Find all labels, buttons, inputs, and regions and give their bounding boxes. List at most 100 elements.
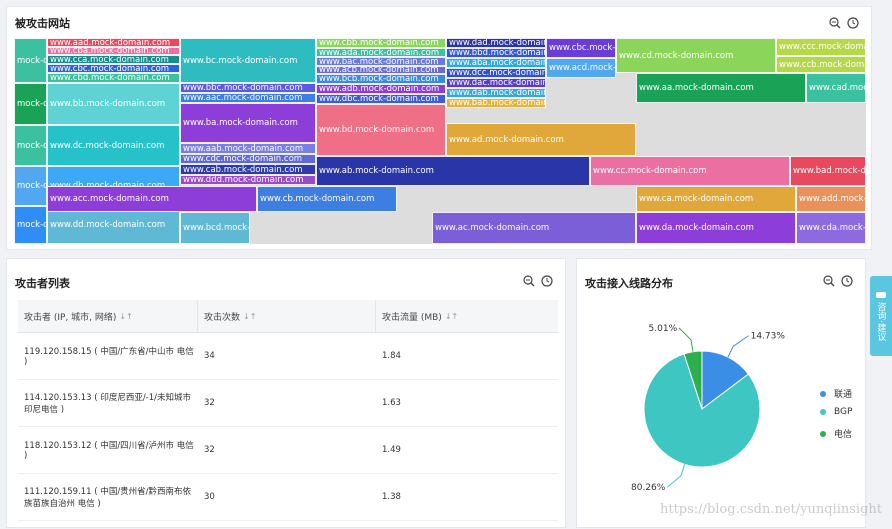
attacker-cell: 114.120.153.13 ( 印度尼西亚/-1/未知城市 印尼电信 ): [24, 393, 192, 415]
column-traffic[interactable]: 攻击流量 (MB) ↓↑: [376, 300, 556, 332]
treemap-cell[interactable]: www.ad.mock-domain.com: [446, 123, 636, 156]
column-label: 攻击次数: [204, 312, 241, 323]
treemap-cell-label: www.bbd.mock-domain.com: [449, 48, 545, 58]
treemap-cell[interactable]: www.ccc.mock-domain.com: [776, 38, 866, 56]
treemap-cell[interactable]: www.aba.mock-domain.com: [446, 58, 546, 68]
table-header: 攻击者 (IP, 城市, 网络) ↓↑ 攻击次数 ↓↑ 攻击流量 (MB) ↓↑: [18, 300, 558, 333]
sort-icon[interactable]: ↓↑: [119, 311, 133, 321]
treemap-cell[interactable]: www.dad.mock-domain.com: [446, 38, 546, 48]
treemap-cell[interactable]: www.bcd.mock-domain.com: [180, 212, 250, 244]
column-attacker[interactable]: 攻击者 (IP, 城市, 网络) ↓↑: [18, 300, 198, 332]
treemap-cell[interactable]: www.cca.mock-domain.com: [47, 55, 180, 64]
treemap-cell[interactable]: www.adb.mock-domain.com: [316, 84, 446, 94]
treemap-cell-label: www.dd.mock-domain.com: [50, 219, 166, 230]
treemap-cell[interactable]: www.acb.mock-domain.com: [316, 66, 446, 74]
treemap-cell-label: www.dad.mock-domain.com: [449, 38, 545, 48]
treemap-cell[interactable]: www.cc.mock-domain.com: [590, 156, 790, 186]
pie-data-label: 14.73%: [751, 332, 786, 342]
treemap-cell[interactable]: www.add.mock-domain.com: [796, 186, 866, 212]
treemap-cell[interactable]: www.ba.mock-domain.com: [180, 103, 316, 143]
pie-leader-line: [727, 335, 749, 358]
sort-icon[interactable]: ↓↑: [243, 311, 257, 321]
treemap-cell[interactable]: www.bd.mock-domain.com: [316, 104, 446, 156]
traffic-cell: 1.38: [382, 492, 401, 502]
sort-icon[interactable]: ↓↑: [444, 311, 459, 321]
zoom-icon[interactable]: [829, 17, 841, 29]
treemap-cell[interactable]: www.cba.mock-domain.com: [47, 47, 180, 55]
treemap-cell[interactable]: www.aac.mock-domain.com: [180, 93, 316, 103]
treemap-cell[interactable]: www.cb.mock-domain.com: [257, 186, 397, 212]
attacker-cell: 118.120.153.12 ( 中国/四川省/泸州市 电信 ): [24, 441, 194, 461]
feedback-label: 咨询·建议: [875, 301, 886, 341]
zoom-icon[interactable]: [523, 275, 535, 287]
treemap-cell[interactable]: www.cbb.mock-domain.com: [316, 38, 446, 48]
treemap-cell[interactable]: www.dab.mock-domain.com: [446, 88, 546, 98]
treemap-cell-label: www.dac.mock-domain.com: [449, 78, 545, 88]
treemap-cell[interactable]: www.dac.mock-domain.com: [446, 78, 546, 88]
treemap-cell[interactable]: www.cbc.mock-domain.com: [546, 38, 616, 58]
treemap-cell[interactable]: www.acd.mock-domain.com: [546, 58, 616, 78]
treemap-cell[interactable]: www.ddd.mock-domain.com: [180, 175, 316, 185]
treemap-cell-label: www.cba.mock-domain.com: [50, 47, 170, 55]
treemap-cell[interactable]: www.cbc.mock-domain.com: [47, 64, 180, 73]
treemap-cell[interactable]: www.da.mock-domain.com: [636, 212, 796, 244]
treemap-cell[interactable]: www.dd.mock-domain.com: [47, 206, 180, 244]
treemap-cell[interactable]: www.ccb.mock-domain.com: [776, 56, 866, 73]
treemap-cell[interactable]: www.cad.mock-domain.com: [806, 73, 866, 103]
clock-icon[interactable]: [847, 17, 859, 29]
treemap-cell-label: www.ca.mock-domain.com: [639, 193, 754, 204]
treemap-cell[interactable]: www.aa.mock-domain.com: [636, 73, 806, 103]
treemap-cell-label: www.aad.mock-domain.com: [50, 38, 171, 47]
legend-dot: [820, 409, 826, 415]
table-row: 111.120.159.11 ( 中国/贵州省/黔西南布依族苗族自治州 电信 )…: [18, 474, 558, 521]
treemap-cell-label: www.cdc.mock-domain.com: [183, 154, 303, 164]
treemap-cell[interactable]: www.cab.mock-domain.com: [180, 164, 316, 175]
treemap-cell[interactable]: www.bbc.mock-domain.com: [180, 83, 316, 93]
treemap-cell[interactable]: www.acc.mock-domain.com: [47, 186, 257, 212]
treemap-cell[interactable]: www.dbc.mock-domain.com: [316, 94, 446, 104]
treemap-cell[interactable]: mock-domain.com: [14, 125, 47, 166]
treemap-cell[interactable]: www.cbd.mock-domain.com: [47, 73, 180, 83]
treemap-cell[interactable]: www.bbd.mock-domain.com: [446, 48, 546, 58]
treemap-cell[interactable]: mock-domain.com: [14, 38, 47, 83]
treemap-cell[interactable]: www.ac.mock-domain.com: [432, 212, 636, 244]
clock-icon[interactable]: [541, 275, 553, 287]
pie-slice[interactable]: [701, 350, 750, 411]
legend-item-telecom[interactable]: 电信: [820, 427, 852, 440]
legend-item-bgp[interactable]: BGP: [820, 407, 852, 417]
pie-slice[interactable]: [643, 353, 761, 468]
treemap-cell[interactable]: www.bc.mock-domain.com: [180, 38, 316, 83]
treemap-cell[interactable]: www.dc.mock-domain.com: [47, 125, 180, 166]
treemap-cell[interactable]: www.cda.mock-domain.com: [796, 212, 866, 244]
zoom-icon[interactable]: [823, 275, 835, 287]
attacker-cell: 111.120.159.11 ( 中国/贵州省/黔西南布依族苗族自治州 电信 ): [24, 487, 192, 509]
count-cell: 30: [204, 492, 215, 502]
treemap-cell-label: www.cad.mock-domain.com: [809, 82, 866, 93]
treemap-cell[interactable]: www.ca.mock-domain.com: [636, 186, 796, 212]
treemap-cell[interactable]: www.bad.mock-domain.com: [790, 156, 866, 186]
column-count[interactable]: 攻击次数 ↓↑: [198, 300, 376, 332]
clock-icon[interactable]: [841, 275, 853, 287]
treemap-cell-label: www.aac.mock-domain.com: [183, 93, 303, 103]
traffic-cell: 1.49: [382, 445, 401, 455]
treemap-cell[interactable]: mock-domain.com: [14, 166, 47, 206]
treemap-cell[interactable]: www.bb.mock-domain.com: [47, 83, 180, 125]
treemap-cell[interactable]: www.dcc.mock-domain.com: [446, 68, 546, 78]
treemap-cell[interactable]: www.bcb.mock-domain.com: [316, 74, 446, 84]
treemap-cell[interactable]: www.cd.mock-domain.com: [616, 38, 776, 73]
treemap-cell-label: www.cb.mock-domain.com: [260, 193, 375, 204]
feedback-tab[interactable]: 咨询·建议: [870, 276, 892, 356]
legend-item-unicom[interactable]: 联通: [820, 387, 852, 400]
treemap-cell[interactable]: www.cdc.mock-domain.com: [180, 154, 316, 164]
treemap-cell[interactable]: www.aad.mock-domain.com: [47, 38, 180, 47]
treemap-cell[interactable]: www.aab.mock-domain.com: [180, 143, 316, 154]
treemap-cell[interactable]: mock-domain.com: [14, 83, 47, 125]
treemap-cell[interactable]: www.bab.mock-domain.com: [446, 98, 546, 108]
treemap-cell-label: www.da.mock-domain.com: [639, 222, 754, 233]
table-row: 119.120.158.15 ( 中国/广东省/中山市 电信 ) 34 1.84: [18, 333, 558, 380]
treemap-cell[interactable]: www.bac.mock-domain.com: [316, 57, 446, 66]
treemap-cell[interactable]: www.ada.mock-domain.com: [316, 48, 446, 57]
treemap-cell[interactable]: mock-domain.com: [14, 206, 47, 244]
line-distribution-panel: 攻击接入线路分布 14.73% 80.26% 5.01% 联通 BGP 电信: [576, 258, 866, 528]
treemap-cell[interactable]: www.ab.mock-domain.com: [316, 156, 590, 186]
